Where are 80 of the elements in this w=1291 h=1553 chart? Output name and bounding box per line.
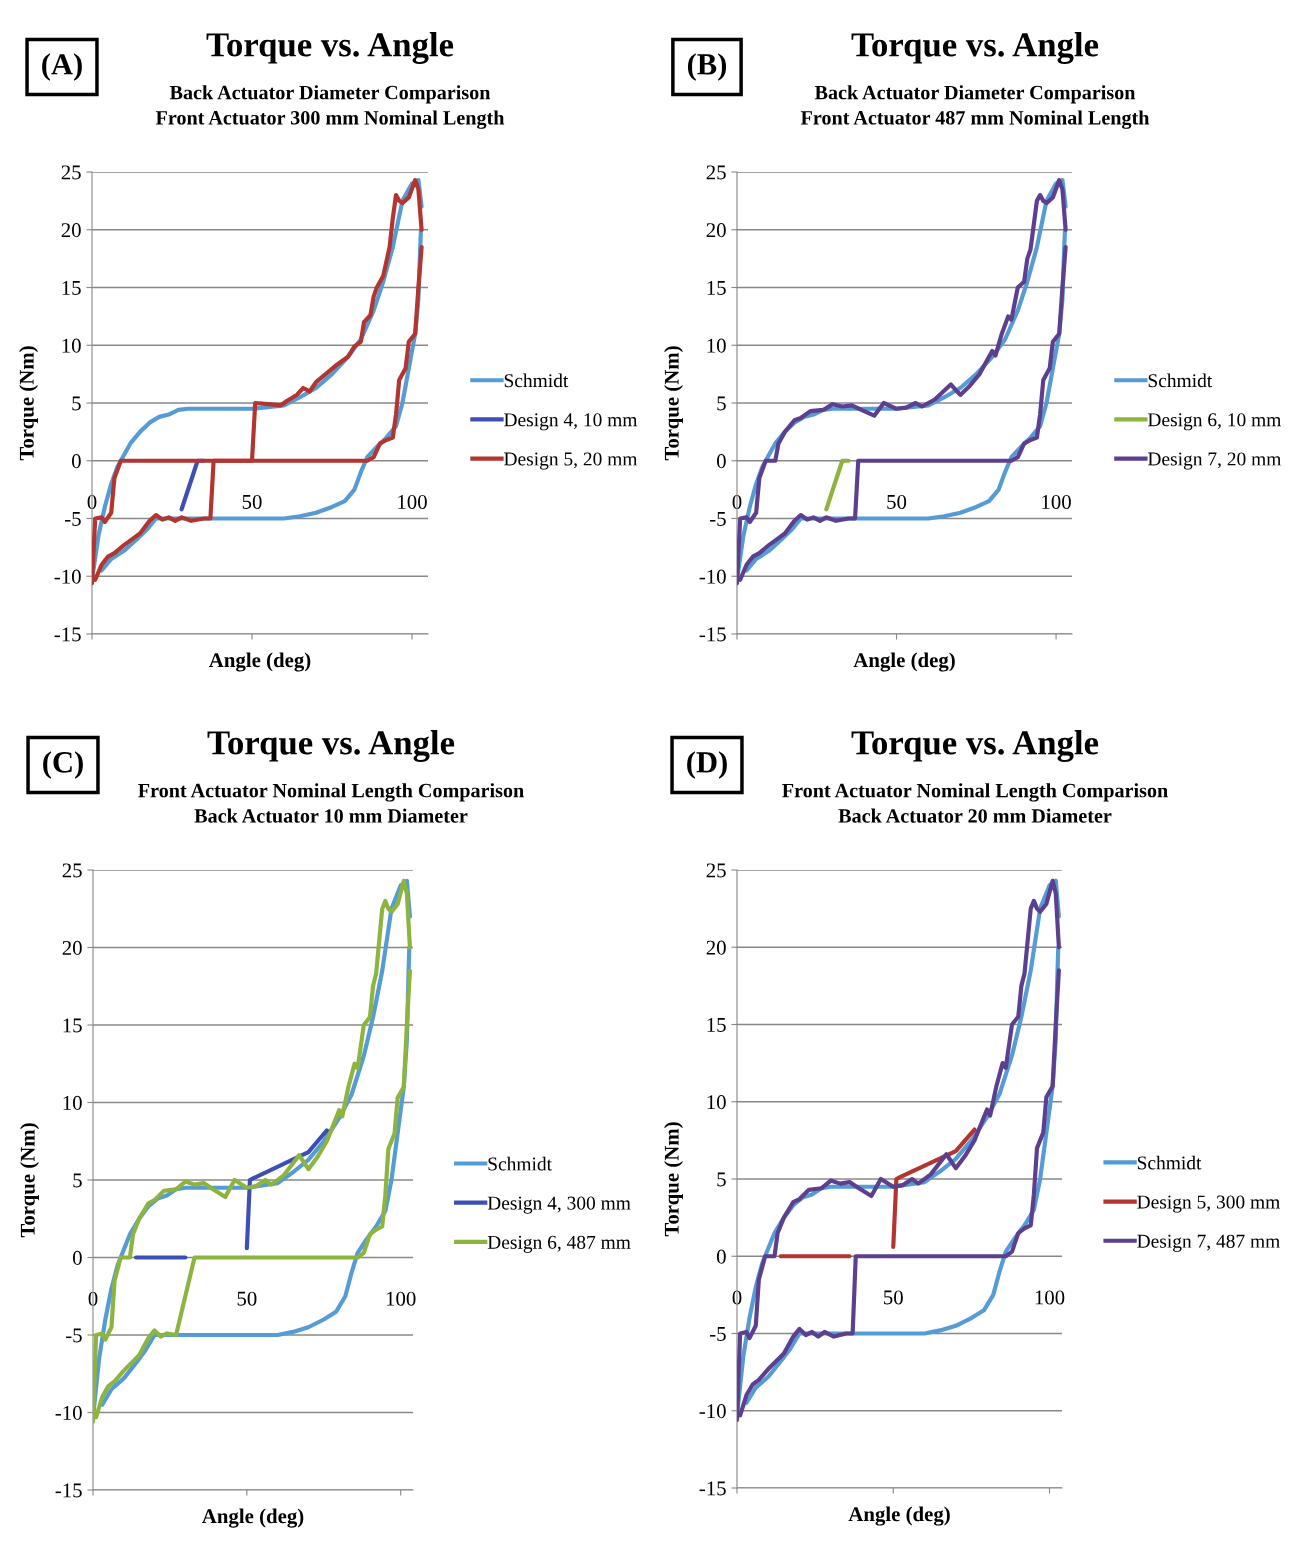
legend-label: Schmidt (1148, 373, 1213, 388)
y-tick-label: 10 (707, 1095, 726, 1110)
x-tick-label: 50 (887, 494, 907, 509)
chart-title: Torque vs. Angle (851, 32, 1099, 64)
y-tick-label: 0 (716, 1249, 726, 1264)
y-tick-label: 20 (706, 223, 726, 238)
x-tick-label: 100 (398, 494, 427, 509)
y-tick-label: 20 (62, 940, 82, 955)
y-tick-label: -15 (699, 627, 726, 642)
x-tick-label: 100 (1035, 1290, 1065, 1305)
x-axis-title: Angle (deg) (853, 652, 955, 672)
legend-label: Design 4, 300 mm (487, 1196, 631, 1214)
y-tick-label: 25 (61, 165, 81, 180)
y-tick-label: 25 (62, 863, 82, 878)
y-tick-label: -5 (710, 1327, 726, 1341)
y-tick-label: -15 (55, 1483, 82, 1498)
chart-title: Torque vs. Angle (206, 32, 454, 64)
x-tick-label: 0 (88, 1291, 98, 1306)
y-tick-label: -10 (699, 1404, 726, 1419)
y-tick-label: 5 (73, 1173, 82, 1188)
y-tick-label: -10 (699, 569, 726, 584)
chart-subtitle: Front Actuator Nominal Length Comparison Back Actuator 10 mm Diameter (138, 783, 524, 823)
legend-label: Design 5, 20 mm (504, 452, 638, 470)
chart-title: Torque vs. Angle (207, 730, 455, 762)
legend-label: Design 5, 300 mm (1137, 1195, 1280, 1213)
chart-subtitle: Back Actuator Diameter Comparison Front Actuator 487 mm Nominal Length (800, 85, 1150, 129)
x-tick-label: 100 (386, 1291, 416, 1306)
y-axis-title: Torque (Nm) (664, 346, 683, 461)
text: (D) (687, 751, 727, 779)
y-tick-label: -15 (699, 1481, 726, 1496)
x-tick-label: 0 (732, 494, 742, 509)
chart-subtitle: Front Actuator Nominal Length Comparison Back Actuator 20 mm Diameter (782, 783, 1168, 823)
legend-label: Design 7, 20 mm (1147, 452, 1282, 470)
y-tick-label: -10 (54, 569, 81, 584)
text: (A) (42, 53, 82, 81)
y-tick-label: -5 (65, 512, 81, 526)
x-axis-title: Angle (deg) (202, 1508, 304, 1528)
x-tick-label: 50 (237, 1291, 257, 1306)
y-tick-label: 0 (71, 454, 81, 469)
y-tick-label: 5 (72, 396, 81, 411)
x-tick-label: 50 (242, 494, 262, 509)
y-tick-label: -15 (54, 627, 81, 642)
y-tick-label: 25 (706, 863, 726, 878)
y-axis-title: Torque (Nm) (20, 1123, 39, 1238)
legend-label: Schmidt (504, 373, 569, 388)
y-tick-label: 10 (63, 1095, 82, 1110)
x-axis-title: Angle (deg) (209, 652, 311, 672)
text: (C) (43, 751, 83, 779)
y-tick-label: 10 (707, 338, 726, 353)
text: (B) (687, 53, 727, 81)
y-tick-label: -10 (55, 1405, 82, 1420)
x-tick-label: 50 (884, 1290, 903, 1305)
y-tick-label: 0 (72, 1250, 82, 1265)
x-axis-title: Angle (deg) (848, 1506, 950, 1526)
y-tick-label: -5 (66, 1328, 82, 1343)
x-tick-label: 0 (732, 1290, 742, 1305)
legend-label: Schmidt (488, 1156, 552, 1171)
y-tick-label: 15 (707, 280, 726, 295)
y-axis-title: Torque (Nm) (664, 1122, 683, 1237)
y-tick-label: 25 (706, 165, 726, 180)
y-tick-label: 0 (716, 454, 726, 469)
y-tick-label: 10 (62, 338, 81, 353)
y-tick-label: 5 (717, 1172, 726, 1187)
chart-title: Torque vs. Angle (851, 730, 1099, 762)
y-axis-title: Torque (Nm) (19, 346, 38, 461)
x-tick-label: 0 (87, 494, 97, 509)
legend-label: Design 6, 10 mm (1147, 413, 1282, 431)
legend-label: Design 7, 487 mm (1137, 1234, 1280, 1252)
y-tick-label: 20 (706, 940, 726, 955)
y-tick-label: 20 (61, 223, 81, 238)
legend-label: Design 6, 487 mm (487, 1235, 631, 1253)
chart-subtitle: Back Actuator Diameter Comparison Front Actuator 300 mm Nominal Length (155, 85, 505, 129)
y-tick-label: 15 (63, 1018, 82, 1033)
y-tick-label: -5 (710, 512, 726, 526)
legend-label: Schmidt (1137, 1155, 1202, 1170)
y-tick-label: 15 (707, 1017, 726, 1032)
legend-label: Design 4, 10 mm (504, 413, 638, 431)
y-tick-label: 15 (62, 280, 81, 295)
y-tick-label: 5 (717, 396, 726, 411)
x-tick-label: 100 (1042, 494, 1071, 509)
